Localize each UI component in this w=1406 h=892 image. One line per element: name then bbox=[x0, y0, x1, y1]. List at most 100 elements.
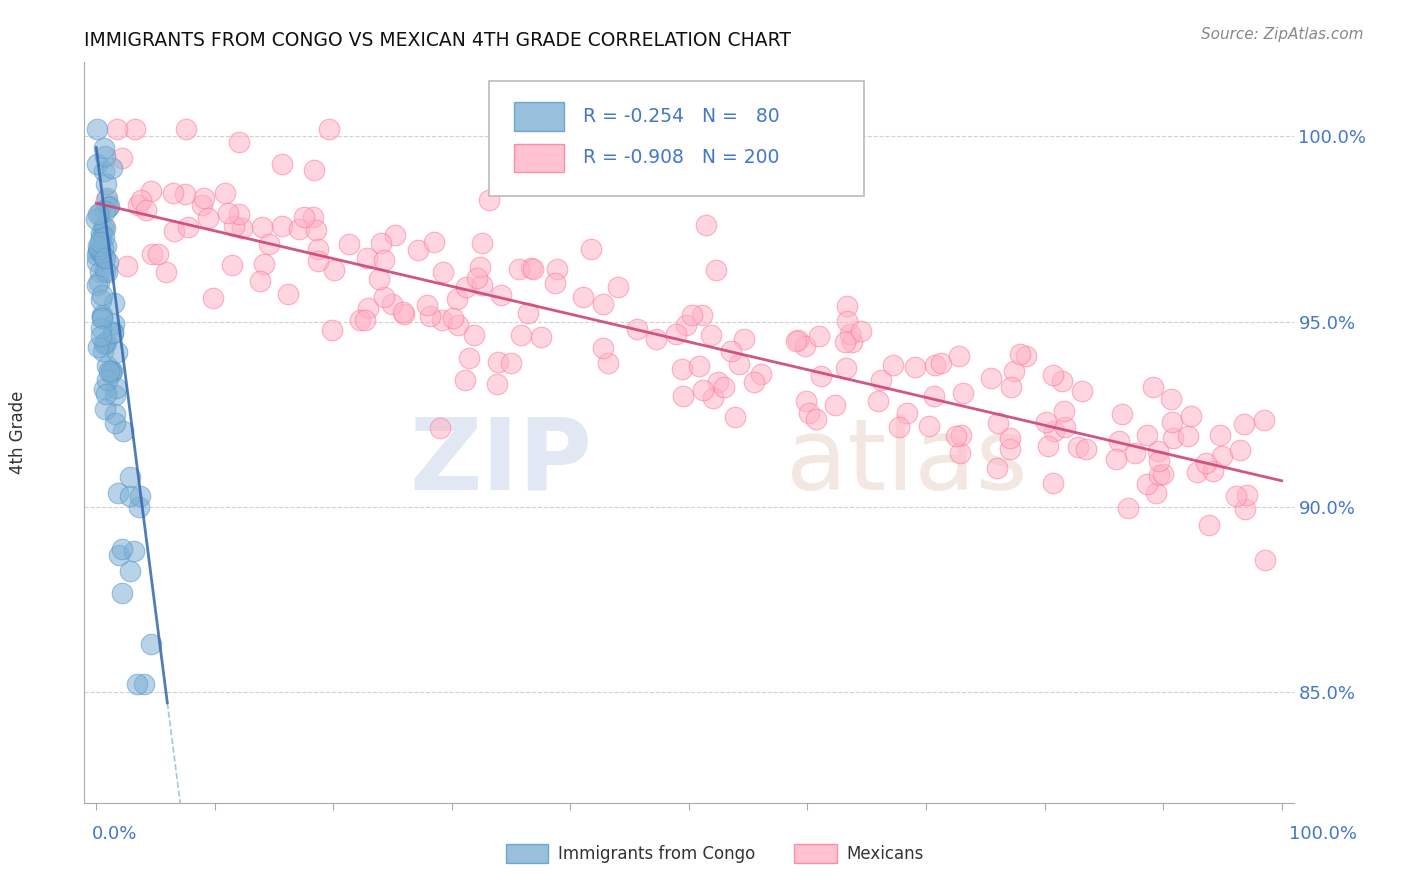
Point bbox=[987, 417, 1010, 431]
Point bbox=[598, 355, 620, 369]
Text: Mexicans: Mexicans bbox=[846, 845, 924, 863]
Point bbox=[692, 383, 714, 397]
Point bbox=[839, 326, 862, 341]
Point bbox=[1233, 417, 1256, 431]
Point bbox=[408, 243, 430, 257]
Point bbox=[197, 211, 219, 226]
Point bbox=[713, 379, 735, 393]
Point bbox=[1233, 501, 1256, 516]
Point bbox=[105, 345, 128, 359]
Point bbox=[305, 223, 328, 237]
Point bbox=[1198, 517, 1220, 532]
Point bbox=[101, 326, 124, 341]
Point bbox=[277, 286, 299, 301]
Point bbox=[304, 163, 326, 178]
Point bbox=[1067, 440, 1090, 454]
Point bbox=[93, 219, 115, 233]
Point bbox=[94, 401, 117, 416]
Point bbox=[671, 362, 693, 376]
Point bbox=[90, 310, 112, 325]
Point bbox=[998, 442, 1021, 456]
Point bbox=[733, 332, 755, 346]
Point bbox=[193, 191, 215, 205]
Point bbox=[1136, 428, 1159, 442]
Point bbox=[86, 247, 108, 261]
Point bbox=[94, 387, 117, 401]
Point bbox=[695, 218, 717, 232]
Point bbox=[1042, 475, 1064, 490]
Point bbox=[94, 221, 117, 235]
Point bbox=[91, 310, 114, 325]
Point bbox=[489, 287, 512, 301]
Point bbox=[529, 330, 551, 344]
Point bbox=[794, 394, 817, 409]
Point bbox=[100, 364, 122, 378]
Point bbox=[1004, 364, 1026, 378]
Point bbox=[111, 585, 134, 599]
Point bbox=[162, 186, 184, 200]
Point bbox=[751, 367, 773, 381]
Point bbox=[742, 376, 765, 390]
Point bbox=[1152, 467, 1174, 481]
Point bbox=[367, 272, 389, 286]
Point bbox=[1180, 409, 1202, 424]
Point bbox=[416, 298, 439, 312]
Point bbox=[522, 261, 544, 276]
Point bbox=[349, 313, 371, 327]
Point bbox=[89, 206, 111, 220]
Point bbox=[1000, 380, 1022, 394]
Point bbox=[86, 255, 108, 269]
Point bbox=[454, 372, 477, 386]
Point bbox=[665, 326, 688, 341]
Point bbox=[478, 193, 501, 207]
Point bbox=[810, 369, 832, 384]
Point bbox=[704, 262, 727, 277]
Point bbox=[952, 386, 974, 401]
Point bbox=[124, 543, 146, 558]
Point bbox=[94, 335, 117, 350]
Point bbox=[98, 199, 121, 213]
Point bbox=[488, 354, 510, 368]
Point bbox=[87, 340, 110, 354]
Point bbox=[93, 141, 115, 155]
FancyBboxPatch shape bbox=[513, 144, 564, 172]
Point bbox=[949, 446, 972, 460]
Point bbox=[447, 318, 470, 333]
Point bbox=[148, 247, 170, 261]
Point bbox=[101, 364, 124, 378]
Text: IMMIGRANTS FROM CONGO VS MEXICAN 4TH GRADE CORRELATION CHART: IMMIGRANTS FROM CONGO VS MEXICAN 4TH GRA… bbox=[84, 30, 792, 50]
Point bbox=[446, 292, 468, 306]
Point bbox=[89, 265, 111, 279]
Point bbox=[90, 288, 112, 302]
Point bbox=[103, 388, 125, 402]
Point bbox=[918, 418, 941, 433]
Text: 0.0%: 0.0% bbox=[91, 825, 136, 843]
Point bbox=[132, 677, 155, 691]
Point bbox=[702, 391, 724, 405]
Point bbox=[1225, 489, 1247, 503]
Point bbox=[96, 373, 118, 387]
Point bbox=[1254, 553, 1277, 567]
Point bbox=[91, 222, 114, 236]
Point bbox=[87, 244, 110, 258]
Point bbox=[111, 541, 134, 556]
Point bbox=[373, 252, 395, 267]
Point bbox=[592, 297, 614, 311]
Point bbox=[787, 333, 810, 347]
Point bbox=[93, 382, 115, 396]
Text: Immigrants from Congo: Immigrants from Congo bbox=[558, 845, 755, 863]
Point bbox=[94, 251, 117, 265]
Point bbox=[441, 310, 464, 325]
Point bbox=[948, 349, 970, 363]
Point bbox=[337, 236, 360, 251]
Point bbox=[645, 332, 668, 346]
Point bbox=[870, 373, 893, 387]
Point bbox=[468, 260, 491, 274]
Point bbox=[101, 161, 124, 175]
Text: R = -0.254   N =   80: R = -0.254 N = 80 bbox=[582, 107, 779, 126]
Point bbox=[510, 328, 533, 343]
Point bbox=[1035, 415, 1057, 429]
Point bbox=[86, 239, 108, 253]
Point bbox=[191, 198, 214, 212]
Point bbox=[91, 241, 114, 255]
